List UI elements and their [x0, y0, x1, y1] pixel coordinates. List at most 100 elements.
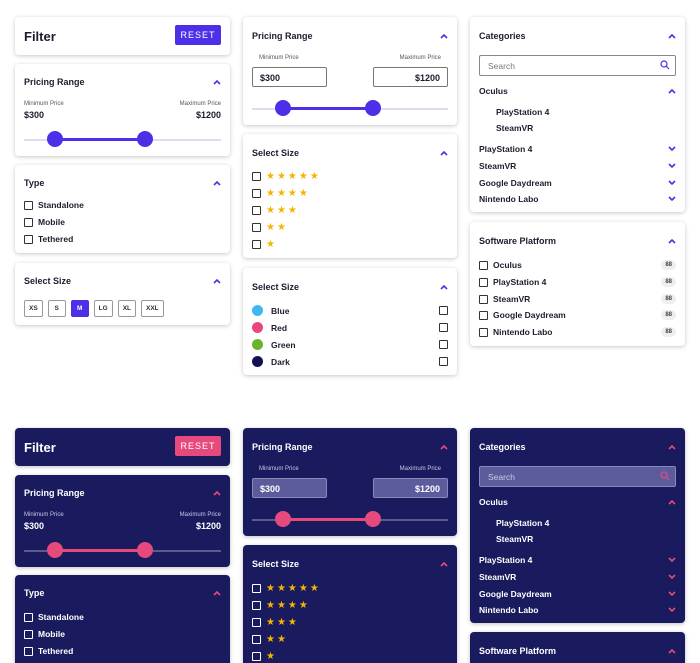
rating-option-4[interactable]: ★★★★	[252, 188, 310, 199]
checkbox[interactable]	[479, 294, 488, 304]
chevron-up-icon[interactable]	[668, 444, 676, 450]
size-button-xs[interactable]: XS	[24, 300, 43, 317]
rating-option-4[interactable]: ★★★★	[252, 600, 310, 611]
chevron-up-icon[interactable]	[440, 561, 448, 567]
max-price-slider-thumb[interactable]	[137, 131, 153, 147]
category-oculus[interactable]: Oculus	[479, 497, 676, 507]
chevron-up-icon[interactable]	[213, 180, 221, 186]
min-price-slider-thumb[interactable]	[47, 542, 63, 558]
color-option-dark[interactable]: Dark	[252, 356, 448, 367]
checkbox[interactable]	[252, 189, 261, 198]
checkbox[interactable]	[252, 223, 261, 232]
chevron-up-icon[interactable]	[213, 490, 221, 496]
min-price-input[interactable]: $300	[252, 67, 327, 87]
checkbox[interactable]	[479, 310, 488, 320]
platform-option-google-daydream[interactable]: Google Daydream 88	[479, 310, 676, 320]
type-option-standalone[interactable]: Standalone	[24, 612, 84, 622]
checkbox[interactable]	[24, 612, 33, 622]
type-option-tethered[interactable]: Tethered	[24, 646, 73, 656]
max-price-slider-thumb[interactable]	[365, 100, 381, 116]
chevron-down-icon[interactable]	[668, 180, 676, 186]
subcategory-playstation-4[interactable]: PlayStation 4	[496, 107, 550, 117]
max-price-input[interactable]: $1200	[373, 67, 448, 87]
checkbox[interactable]	[439, 306, 448, 315]
checkbox[interactable]	[24, 200, 33, 210]
chevron-up-icon[interactable]	[440, 33, 448, 39]
min-price-slider-thumb[interactable]	[47, 131, 63, 147]
type-option-mobile[interactable]: Mobile	[24, 217, 65, 227]
chevron-down-icon[interactable]	[668, 591, 676, 597]
checkbox[interactable]	[479, 327, 488, 337]
checkbox[interactable]	[252, 206, 261, 215]
color-option-green[interactable]: Green	[252, 339, 448, 350]
rating-option-5[interactable]: ★★★★★	[252, 171, 321, 182]
checkbox[interactable]	[252, 584, 261, 593]
min-price-input[interactable]: $300	[252, 478, 327, 498]
max-price-slider-thumb[interactable]	[137, 542, 153, 558]
rating-option-3[interactable]: ★★★	[252, 205, 299, 216]
checkbox[interactable]	[252, 240, 261, 249]
type-option-mobile[interactable]: Mobile	[24, 629, 65, 639]
size-button-lg[interactable]: LG	[93, 300, 113, 317]
checkbox[interactable]	[252, 601, 261, 610]
category-steamvr[interactable]: SteamVR	[479, 161, 676, 171]
search-icon[interactable]	[660, 471, 670, 483]
category-google-daydream[interactable]: Google Daydream	[479, 589, 676, 599]
category-playstation-4[interactable]: PlayStation 4	[479, 555, 676, 565]
chevron-down-icon[interactable]	[668, 196, 676, 202]
chevron-up-icon[interactable]	[213, 79, 221, 85]
checkbox[interactable]	[252, 635, 261, 644]
rating-option-3[interactable]: ★★★	[252, 617, 299, 628]
min-price-slider-thumb[interactable]	[275, 100, 291, 116]
size-button-m[interactable]: M	[70, 300, 89, 317]
checkbox[interactable]	[24, 629, 33, 639]
subcategory-steamvr[interactable]: SteamVR	[496, 123, 534, 133]
platform-option-nintendo-labo[interactable]: Nintendo Labo 88	[479, 327, 676, 337]
chevron-up-icon[interactable]	[213, 278, 221, 284]
checkbox[interactable]	[252, 618, 261, 627]
max-price-input[interactable]: $1200	[373, 478, 448, 498]
chevron-down-icon[interactable]	[668, 146, 676, 152]
chevron-up-icon[interactable]	[440, 150, 448, 156]
size-button-xl[interactable]: XL	[117, 300, 137, 317]
max-price-slider-thumb[interactable]	[365, 511, 381, 527]
checkbox[interactable]	[439, 357, 448, 366]
size-button-xxl[interactable]: XXL	[141, 300, 164, 317]
platform-option-oculus[interactable]: Oculus 88	[479, 260, 676, 270]
chevron-up-icon[interactable]	[668, 88, 676, 94]
category-nintendo-labo[interactable]: Nintendo Labo	[479, 605, 676, 615]
chevron-down-icon[interactable]	[668, 574, 676, 580]
platform-option-steamvr[interactable]: SteamVR 88	[479, 294, 676, 304]
chevron-up-icon[interactable]	[668, 238, 676, 244]
rating-option-2[interactable]: ★★	[252, 222, 288, 233]
chevron-up-icon[interactable]	[213, 590, 221, 596]
checkbox[interactable]	[24, 646, 33, 656]
checkbox[interactable]	[24, 217, 33, 227]
category-steamvr[interactable]: SteamVR	[479, 572, 676, 582]
checkbox[interactable]	[439, 340, 448, 349]
category-playstation-4[interactable]: PlayStation 4	[479, 144, 676, 154]
rating-option-1[interactable]: ★	[252, 651, 277, 662]
rating-option-5[interactable]: ★★★★★	[252, 583, 321, 594]
rating-option-2[interactable]: ★★	[252, 634, 288, 645]
chevron-up-icon[interactable]	[440, 284, 448, 290]
category-search-input[interactable]: Search	[479, 466, 676, 487]
checkbox[interactable]	[439, 323, 448, 332]
color-option-red[interactable]: Red	[252, 322, 448, 333]
platform-option-playstation-4[interactable]: PlayStation 4 88	[479, 277, 676, 287]
reset-button[interactable]: RESET	[175, 25, 221, 45]
chevron-up-icon[interactable]	[668, 33, 676, 39]
search-icon[interactable]	[660, 60, 670, 72]
subcategory-playstation-4[interactable]: PlayStation 4	[496, 518, 550, 528]
chevron-down-icon[interactable]	[668, 607, 676, 613]
checkbox[interactable]	[252, 652, 261, 661]
checkbox[interactable]	[479, 277, 488, 287]
chevron-up-icon[interactable]	[668, 648, 676, 654]
category-search-input[interactable]: Search	[479, 55, 676, 76]
checkbox[interactable]	[24, 234, 33, 244]
chevron-up-icon[interactable]	[440, 444, 448, 450]
rating-option-1[interactable]: ★	[252, 239, 277, 250]
type-option-standalone[interactable]: Standalone	[24, 200, 84, 210]
checkbox[interactable]	[252, 172, 261, 181]
min-price-slider-thumb[interactable]	[275, 511, 291, 527]
